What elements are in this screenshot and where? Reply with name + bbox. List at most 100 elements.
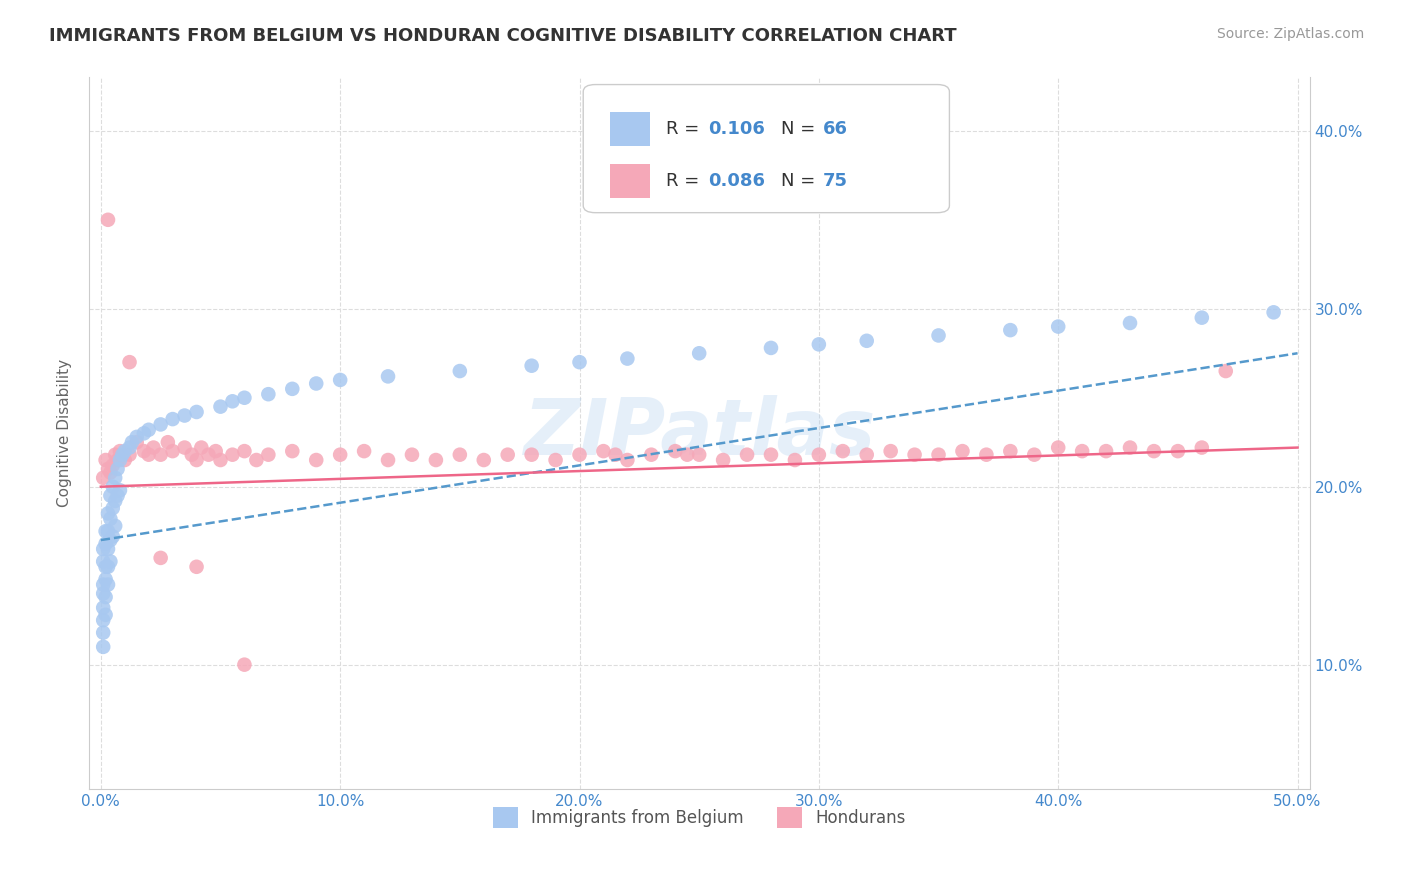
Point <box>520 448 543 462</box>
Point <box>91 640 114 654</box>
Point <box>190 441 212 455</box>
Point <box>592 444 614 458</box>
FancyBboxPatch shape <box>583 85 949 212</box>
Point <box>688 448 710 462</box>
Point <box>855 448 877 462</box>
Point <box>544 453 567 467</box>
Point <box>97 212 120 227</box>
Point <box>1143 444 1166 458</box>
Point <box>879 444 901 458</box>
Point <box>91 541 114 556</box>
Point <box>100 554 122 568</box>
Point <box>94 572 117 586</box>
Point <box>1000 323 1022 337</box>
Point <box>928 448 950 462</box>
Y-axis label: Cognitive Disability: Cognitive Disability <box>58 359 72 508</box>
Point <box>688 346 710 360</box>
Point <box>1191 441 1213 455</box>
Point <box>118 448 141 462</box>
Point <box>108 483 131 498</box>
Point <box>97 541 120 556</box>
Point <box>329 448 352 462</box>
Point <box>1095 444 1118 458</box>
Point <box>132 426 155 441</box>
Text: 0.086: 0.086 <box>707 171 765 190</box>
Text: R =: R = <box>666 120 706 138</box>
Point <box>952 444 974 458</box>
Point <box>94 536 117 550</box>
Point <box>281 382 304 396</box>
Point <box>111 448 134 462</box>
Point <box>118 355 141 369</box>
Point <box>1024 448 1046 462</box>
Point <box>101 480 124 494</box>
Point <box>132 444 155 458</box>
Point <box>186 453 208 467</box>
Text: ZIPatlas: ZIPatlas <box>523 395 876 471</box>
Point <box>305 376 328 391</box>
Text: 66: 66 <box>823 120 848 138</box>
Point <box>735 448 758 462</box>
Point <box>125 435 148 450</box>
Point <box>976 448 998 462</box>
Point <box>91 613 114 627</box>
Point <box>173 409 195 423</box>
Point <box>449 448 471 462</box>
Point <box>100 489 122 503</box>
Point <box>94 607 117 622</box>
Text: N =: N = <box>780 120 821 138</box>
Point <box>855 334 877 348</box>
Point <box>101 530 124 544</box>
Point <box>107 489 129 503</box>
Point <box>233 444 256 458</box>
Point <box>91 625 114 640</box>
Point <box>94 559 117 574</box>
Point <box>162 412 184 426</box>
Point <box>605 448 627 462</box>
Point <box>1119 441 1142 455</box>
Point <box>94 590 117 604</box>
Point <box>100 466 122 480</box>
Point <box>664 444 686 458</box>
Point <box>401 448 423 462</box>
Point <box>221 448 243 462</box>
Point <box>94 524 117 539</box>
Point <box>377 453 399 467</box>
Point <box>142 441 165 455</box>
Point <box>204 444 226 458</box>
Point <box>91 586 114 600</box>
FancyBboxPatch shape <box>610 112 651 146</box>
Point <box>568 448 591 462</box>
Point <box>233 657 256 672</box>
Point <box>1167 444 1189 458</box>
Point <box>100 512 122 526</box>
Point <box>831 444 853 458</box>
Point <box>156 435 179 450</box>
Point <box>149 417 172 432</box>
Point <box>108 453 131 467</box>
Point <box>114 453 136 467</box>
Point <box>104 471 127 485</box>
Point <box>425 453 447 467</box>
Point <box>903 448 925 462</box>
Point <box>1191 310 1213 325</box>
Point <box>377 369 399 384</box>
Point <box>928 328 950 343</box>
Point <box>97 577 120 591</box>
Point <box>91 577 114 591</box>
Point <box>97 559 120 574</box>
Point <box>233 391 256 405</box>
Legend: Immigrants from Belgium, Hondurans: Immigrants from Belgium, Hondurans <box>486 801 912 834</box>
Point <box>91 554 114 568</box>
Point <box>104 494 127 508</box>
Point <box>1263 305 1285 319</box>
FancyBboxPatch shape <box>610 163 651 198</box>
Point <box>162 444 184 458</box>
Point <box>245 453 267 467</box>
Text: 0.106: 0.106 <box>707 120 765 138</box>
Point <box>100 533 122 547</box>
Point <box>114 444 136 458</box>
Text: R =: R = <box>666 171 706 190</box>
Point <box>1047 319 1070 334</box>
Point <box>138 448 160 462</box>
